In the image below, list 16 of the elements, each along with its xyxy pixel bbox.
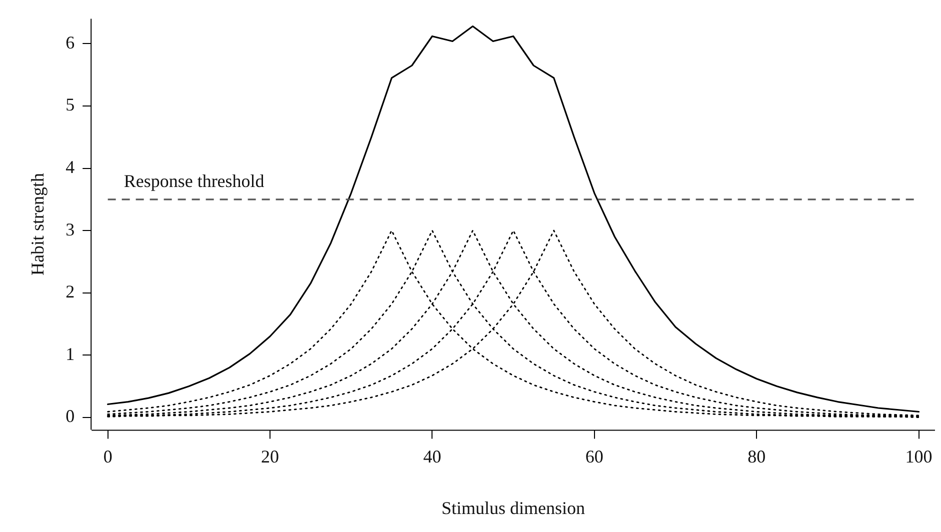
y-axis-title: Habit strength	[28, 173, 48, 276]
x-tick-label: 80	[748, 446, 766, 466]
x-tick-label: 100	[905, 446, 932, 466]
y-tick-label: 3	[66, 219, 75, 240]
y-tick-label: 4	[66, 156, 75, 177]
y-tick-label: 1	[66, 344, 75, 364]
x-axis-title: Stimulus dimension	[442, 498, 586, 518]
x-tick-label: 40	[423, 446, 442, 466]
x-tick-label: 0	[103, 446, 112, 466]
y-tick-label: 2	[66, 282, 75, 302]
x-tick-label: 20	[261, 446, 280, 466]
y-tick-label: 6	[66, 32, 75, 52]
ref-line-label: Response threshold	[124, 171, 264, 192]
y-tick-label: 0	[66, 406, 75, 426]
y-tick-label: 5	[66, 94, 75, 115]
x-tick-label: 60	[585, 446, 604, 466]
